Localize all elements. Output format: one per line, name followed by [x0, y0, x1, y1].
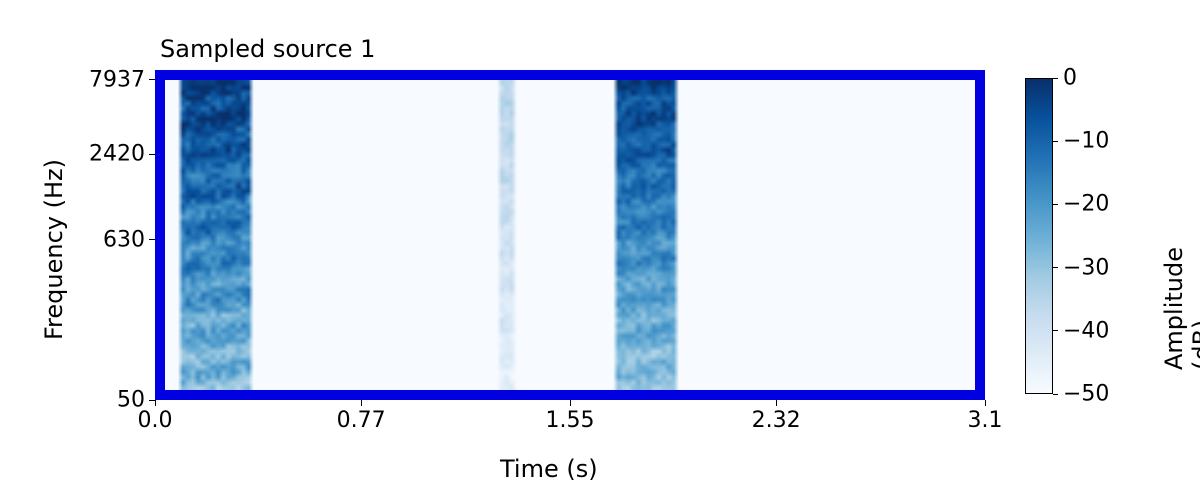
y-tick-label: 50 [117, 388, 145, 413]
colorbar-tick-label: −10 [1063, 129, 1109, 154]
colorbar [1025, 78, 1053, 394]
y-tick-mark [149, 154, 155, 155]
y-tick-label: 7937 [89, 67, 145, 92]
colorbar-tick-mark [1053, 204, 1058, 205]
y-axis-label: Frequency (Hz) [40, 159, 68, 340]
colorbar-tick-mark [1053, 141, 1058, 142]
x-tick-label: 2.32 [752, 408, 801, 433]
y-tick-label: 2420 [89, 142, 145, 167]
colorbar-tick-label: −50 [1063, 382, 1109, 407]
x-tick-mark [985, 400, 986, 406]
colorbar-tick-label: 0 [1063, 66, 1077, 91]
spectrogram-figure: Sampled source 1 Frequency (Hz) Time (s)… [0, 0, 1200, 500]
x-tick-label: 0.77 [337, 408, 386, 433]
x-tick-label: 1.55 [546, 408, 595, 433]
colorbar-tick-label: −20 [1063, 192, 1109, 217]
x-tick-mark [570, 400, 571, 406]
y-tick-mark [149, 400, 155, 401]
x-tick-mark [155, 400, 156, 406]
x-axis-label: Time (s) [500, 455, 598, 483]
colorbar-label: Amplitude (dB) [1160, 247, 1200, 370]
plot-title: Sampled source 1 [160, 35, 375, 63]
x-tick-mark [776, 400, 777, 406]
spectrogram-canvas [165, 80, 975, 390]
y-tick-label: 630 [103, 227, 145, 252]
x-tick-mark [361, 400, 362, 406]
y-tick-mark [149, 79, 155, 80]
colorbar-tick-label: −40 [1063, 318, 1109, 343]
y-tick-mark [149, 239, 155, 240]
colorbar-gradient [1026, 79, 1052, 393]
colorbar-tick-mark [1053, 78, 1058, 79]
colorbar-tick-mark [1053, 330, 1058, 331]
colorbar-tick-mark [1053, 394, 1058, 395]
x-tick-label: 3.1 [968, 408, 1003, 433]
plot-area [155, 70, 985, 400]
colorbar-tick-label: −30 [1063, 255, 1109, 280]
colorbar-tick-mark [1053, 267, 1058, 268]
